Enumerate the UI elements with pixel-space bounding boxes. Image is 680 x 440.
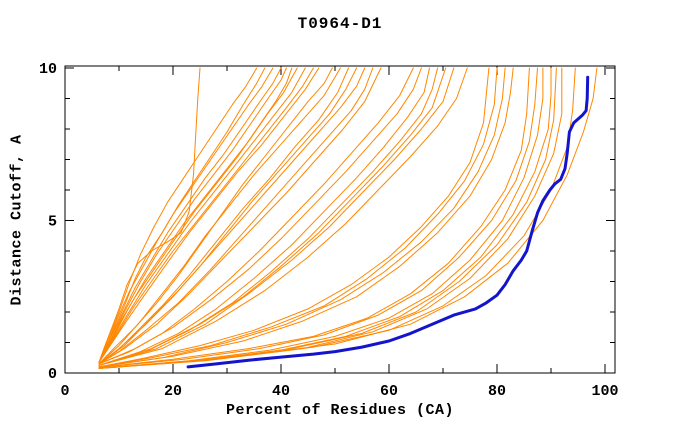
- model-curve: [98, 67, 341, 365]
- model-curve: [98, 67, 382, 365]
- x-axis-label: Percent of Residues (CA): [225, 402, 455, 419]
- model-curve: [98, 67, 306, 363]
- y-tick-label: 0: [48, 366, 57, 383]
- model-curve: [98, 67, 320, 363]
- plot-border: [64, 65, 616, 374]
- model-curve: [98, 67, 287, 363]
- model-curve: [98, 67, 447, 366]
- model-curve: [98, 67, 266, 363]
- model-curve: [98, 67, 506, 368]
- y-tick-label: 10: [39, 61, 57, 78]
- x-tick-label: 60: [380, 383, 398, 400]
- x-tick-label: 0: [60, 383, 69, 400]
- plot-frame: [64, 65, 616, 374]
- model-curve: [98, 67, 430, 366]
- y-tick-label: 5: [48, 214, 57, 231]
- plot-title: T0964-D1: [297, 15, 383, 33]
- model-curve: [98, 67, 349, 365]
- model-curve: [98, 67, 366, 365]
- axis-tick-labels: 0 20 40 60 80 100 0 5 10: [39, 61, 619, 400]
- model-curve: [98, 67, 455, 366]
- model-curve: [98, 67, 538, 368]
- model-curve: [98, 67, 530, 368]
- model-curve: [98, 67, 274, 363]
- model-curve: [98, 67, 514, 368]
- model-curve: [98, 67, 498, 368]
- x-tick-label: 20: [164, 383, 182, 400]
- x-tick-label: 80: [488, 383, 506, 400]
- model-curve: [98, 67, 552, 369]
- model-curve: [98, 67, 557, 369]
- x-tick-label: 40: [272, 383, 290, 400]
- model-curve: [98, 67, 374, 365]
- model-curve: [98, 67, 298, 363]
- model-curve: [98, 67, 282, 363]
- model-curve: [98, 67, 544, 369]
- model-curves: [98, 67, 598, 369]
- model-curve: [98, 67, 490, 368]
- model-curve: [98, 67, 468, 366]
- model-curve: [98, 67, 293, 363]
- x-tick-label: 100: [591, 383, 618, 400]
- model-curve: [98, 67, 422, 365]
- model-curve: [98, 67, 314, 363]
- highlighted-model-curve: [186, 75, 590, 369]
- model-curve: [98, 67, 598, 369]
- model-curve: [98, 67, 258, 363]
- model-curve: [98, 67, 439, 366]
